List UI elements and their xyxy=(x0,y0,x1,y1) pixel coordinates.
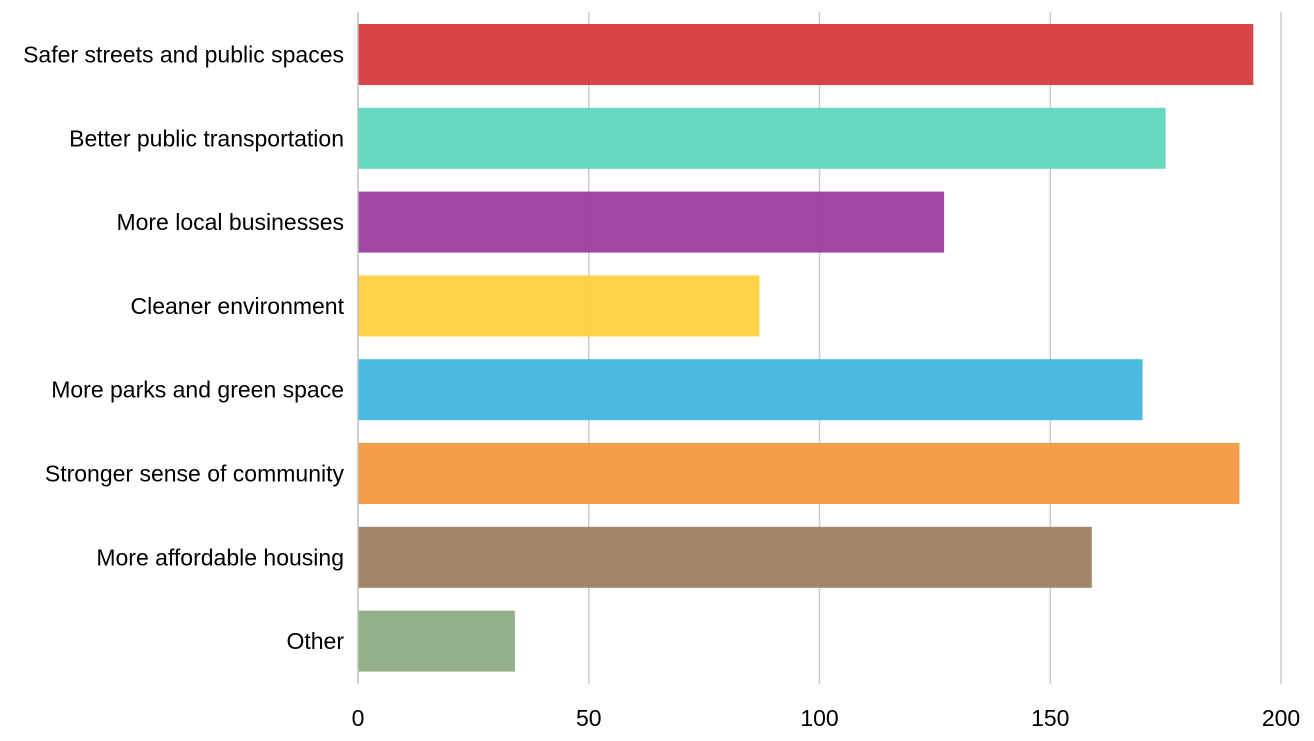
bar-7 xyxy=(358,526,1092,588)
bar-1 xyxy=(358,24,1254,85)
category-label-1: Safer streets and public spaces xyxy=(23,42,344,68)
bar-6 xyxy=(358,443,1240,504)
category-label-8: Other xyxy=(286,628,344,654)
category-label-4: Cleaner environment xyxy=(130,293,344,319)
x-tick-label-150: 150 xyxy=(1031,705,1069,731)
bar-5 xyxy=(358,359,1143,421)
category-label-6: Stronger sense of community xyxy=(45,461,345,487)
category-label-3: More local businesses xyxy=(116,209,344,235)
category-labels: Safer streets and public spaces Better pu… xyxy=(23,42,345,655)
bar-4 xyxy=(358,275,760,337)
x-tick-label-200: 200 xyxy=(1262,705,1300,731)
category-label-7: More affordable housing xyxy=(96,544,344,570)
x-tick-label-0: 0 xyxy=(352,705,365,731)
x-tick-labels: 0 50 100 150 200 xyxy=(352,705,1301,731)
x-tick-label-50: 50 xyxy=(576,705,602,731)
category-label-5: More parks and green space xyxy=(51,377,344,403)
x-tick-label-100: 100 xyxy=(800,705,838,731)
bar-3 xyxy=(358,191,945,253)
bars xyxy=(358,24,1254,672)
bar-2 xyxy=(358,107,1166,169)
category-label-2: Better public transportation xyxy=(69,125,344,151)
bar-8 xyxy=(358,610,515,672)
